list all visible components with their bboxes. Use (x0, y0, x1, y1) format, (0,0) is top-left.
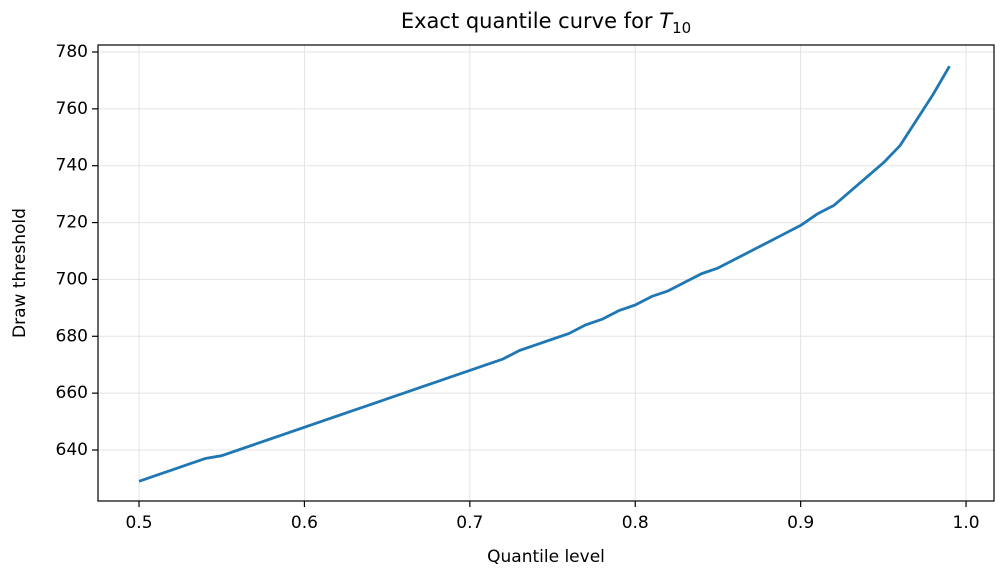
title-text: Exact quantile curve for (401, 9, 653, 33)
y-tick-label: 660 (56, 383, 88, 403)
y-tick-label: 720 (56, 213, 88, 233)
line (138, 65, 951, 483)
y-tick-label: 780 (56, 42, 88, 62)
x-tick-label: 0.7 (456, 513, 483, 533)
title-subscript: 10 (672, 19, 691, 37)
x-axis-label: Quantile level (487, 547, 605, 567)
x-tick-label: 0.5 (125, 513, 152, 533)
x-tick-label: 0.6 (291, 513, 318, 533)
x-tick-label: 0.8 (622, 513, 649, 533)
x-tick-label: 1.0 (953, 513, 980, 533)
y-axis-label: Draw threshold (10, 208, 30, 338)
chart-title: Exact quantile curve for T10 (401, 9, 691, 37)
y-tick-label: 680 (56, 326, 88, 346)
x-tick-label: 0.9 (787, 513, 814, 533)
title-variable: T (659, 9, 674, 33)
y-tick-label: 640 (56, 440, 88, 460)
plot-frame (97, 44, 995, 502)
y-tick-label: 700 (56, 269, 88, 289)
y-tick-label: 760 (56, 99, 88, 119)
y-tick-label: 740 (56, 156, 88, 176)
